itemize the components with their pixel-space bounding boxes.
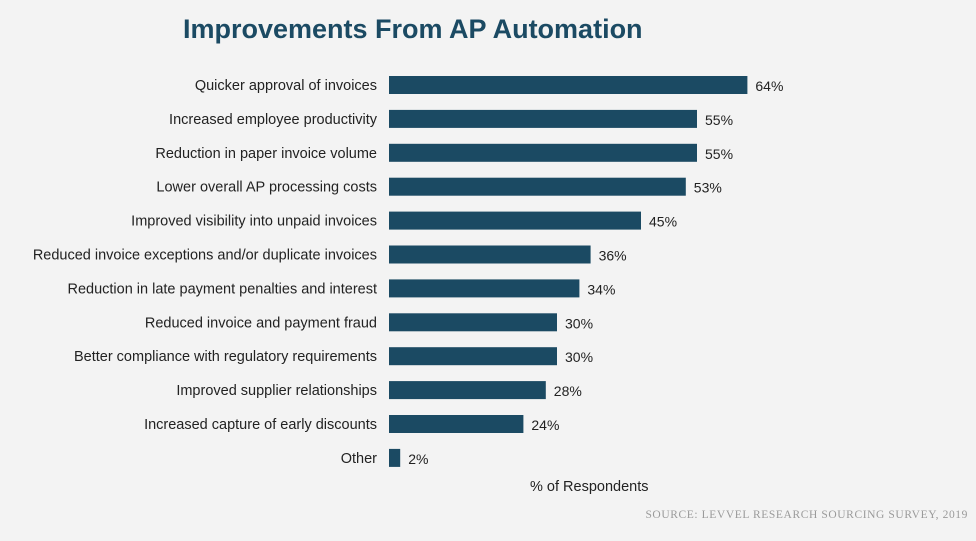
value-label: 2% (408, 451, 428, 467)
bar (389, 177, 686, 196)
value-label: 55% (705, 112, 733, 128)
value-label: 55% (705, 146, 733, 162)
value-label: 30% (565, 349, 593, 365)
category-label: Reduced invoice and payment fraud (145, 315, 377, 331)
bar (389, 279, 580, 298)
bar (389, 313, 557, 332)
value-label: 45% (649, 214, 677, 230)
bar (389, 211, 641, 230)
category-label: Increased employee productivity (169, 112, 378, 128)
category-label: Reduction in paper invoice volume (155, 146, 377, 162)
bar (389, 347, 557, 366)
value-label: 53% (694, 180, 722, 196)
value-label: 28% (554, 383, 582, 399)
category-label: Lower overall AP processing costs (156, 180, 377, 196)
value-label: 30% (565, 315, 593, 331)
category-label: Increased capture of early discounts (144, 417, 377, 433)
category-label: Better compliance with regulatory requir… (74, 349, 377, 365)
bar (389, 143, 697, 162)
category-label: Reduced invoice exceptions and/or duplic… (33, 248, 377, 264)
value-label: 24% (531, 417, 559, 433)
bar (389, 245, 591, 264)
bar (389, 381, 546, 400)
chart-title: Improvements From AP Automation (183, 14, 643, 44)
category-label: Improved supplier relationships (176, 383, 377, 399)
x-axis-label: % of Respondents (530, 479, 649, 495)
category-label: Reduction in late payment penalties and … (67, 281, 377, 297)
value-label: 64% (755, 78, 783, 94)
category-label: Improved visibility into unpaid invoices (131, 214, 377, 230)
category-label: Other (341, 451, 377, 467)
value-label: 34% (587, 281, 615, 297)
category-label: Quicker approval of invoices (195, 78, 377, 94)
bar (389, 448, 401, 467)
value-label: 36% (599, 248, 627, 264)
bar (389, 109, 697, 128)
bar (389, 415, 524, 433)
source-note: SOURCE: LEVVEL RESEARCH SOURCING SURVEY,… (645, 509, 968, 521)
bar (389, 76, 748, 94)
